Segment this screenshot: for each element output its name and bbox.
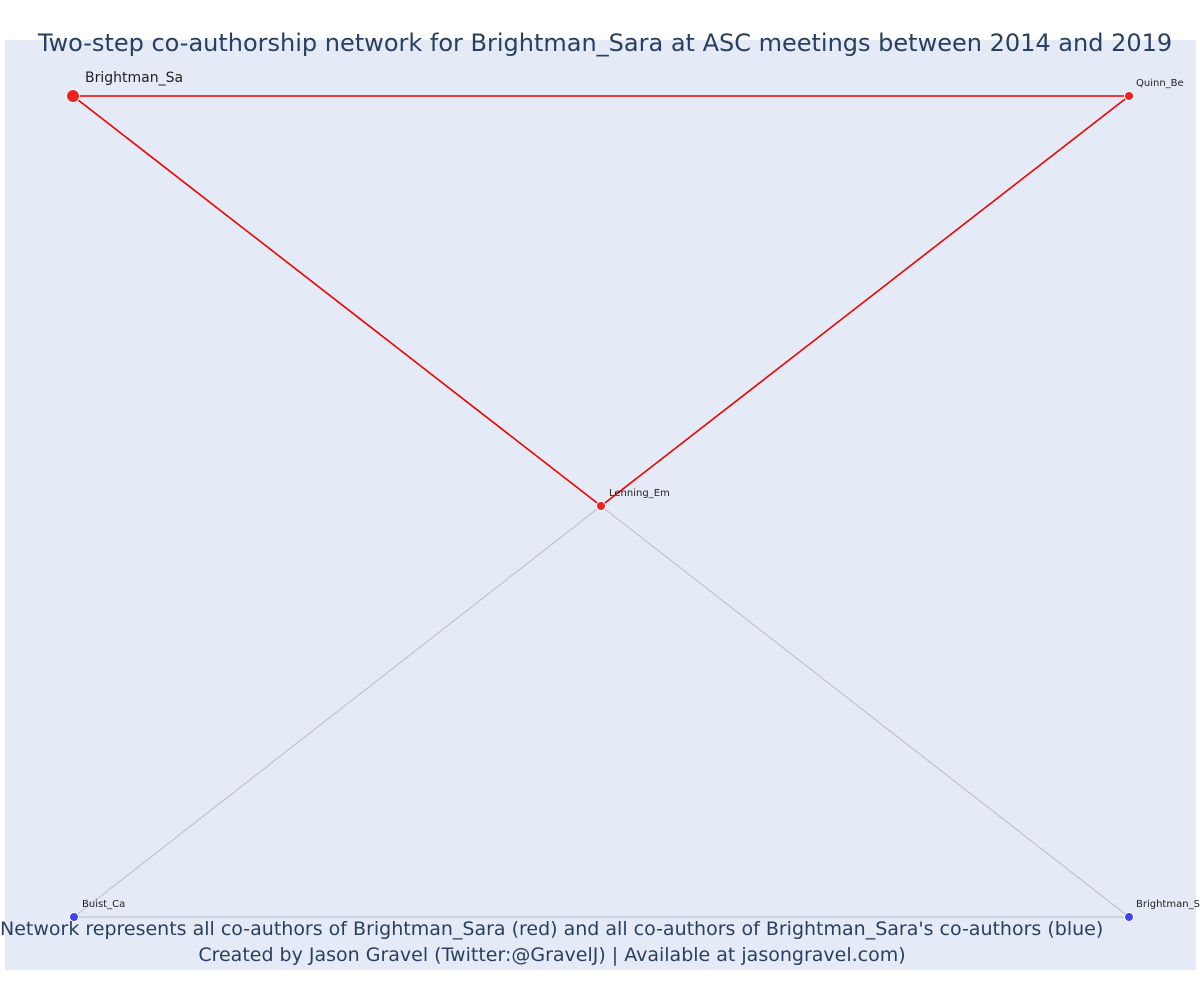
node-label-Quinn_Be: Quinn_Be: [1136, 78, 1184, 89]
caption-line-1: Network represents all co-authors of Bri…: [0, 918, 1104, 940]
node-label-Brightman_S: Brightman_S: [1136, 899, 1200, 910]
edge-Quinn_Be-Lenning_Em: [600, 95, 1130, 507]
edge-Lenning_Em-Brightman_S: [600, 505, 1130, 918]
labels-layer: Brightman_Sa Quinn_Be Lenning_Em Buist_Ca Br…: [82, 70, 1200, 910]
edges-layer: [72, 95, 1130, 918]
node-Brightman_S[interactable]: [1124, 912, 1134, 922]
node-Buist_Ca[interactable]: [69, 912, 79, 922]
node-Lenning_Em[interactable]: [596, 501, 606, 511]
edge-Brightman_Sa-Lenning_Em: [72, 95, 602, 507]
caption-line-2: Created by Jason Gravel (Twitter:@Gravel…: [198, 944, 906, 966]
node-Brightman_Sa[interactable]: [66, 89, 80, 103]
node-label-Buist_Ca: Buist_Ca: [82, 899, 125, 910]
node-Quinn_Be[interactable]: [1124, 91, 1134, 101]
nodes-layer: [66, 89, 1134, 922]
node-label-Brightman_Sa: Brightman_Sa: [85, 70, 183, 86]
edge-Lenning_Em-Buist_Ca: [73, 505, 602, 918]
chart-title: Two-step co-authorship network for Brigh…: [37, 29, 1173, 57]
node-label-Lenning_Em: Lenning_Em: [609, 488, 670, 499]
